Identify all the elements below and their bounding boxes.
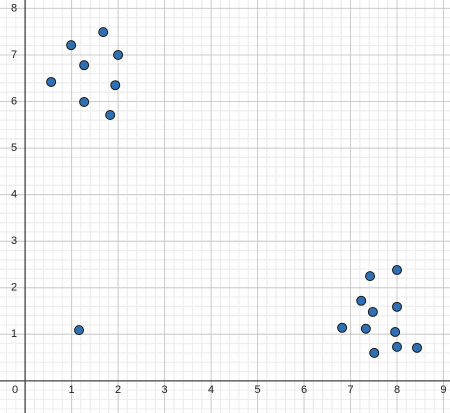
point — [367, 306, 378, 317]
point — [360, 323, 371, 334]
point — [392, 265, 403, 276]
point — [98, 27, 109, 38]
y-tick-label: 6 — [11, 95, 17, 107]
point — [74, 325, 85, 336]
point — [113, 49, 124, 60]
y-tick-label: 2 — [11, 282, 17, 294]
y-tick-label: 4 — [11, 189, 17, 201]
point — [105, 110, 116, 121]
x-tick-label: 1 — [69, 384, 75, 396]
point — [369, 347, 380, 358]
point — [79, 96, 90, 107]
point — [392, 341, 403, 352]
point — [110, 80, 121, 91]
y-tick-label: 8 — [11, 2, 17, 14]
point — [390, 326, 401, 337]
point — [46, 76, 57, 87]
point — [365, 271, 376, 282]
point — [337, 322, 348, 333]
x-tick-label: 3 — [162, 384, 168, 396]
y-tick-label: 3 — [11, 235, 17, 247]
x-tick-label: 7 — [347, 384, 353, 396]
x-tick-label: 8 — [394, 384, 400, 396]
point — [66, 40, 77, 51]
x-tick-label: 4 — [208, 384, 214, 396]
x-tick-label: 0 — [12, 384, 18, 396]
point — [356, 295, 367, 306]
x-tick-label: 9 — [440, 384, 446, 396]
x-tick-label: 6 — [301, 384, 307, 396]
point — [79, 60, 90, 71]
y-tick-label: 5 — [11, 142, 17, 154]
x-tick-label: 2 — [115, 384, 121, 396]
y-tick-label: 7 — [11, 49, 17, 61]
y-tick-label: 1 — [11, 328, 17, 340]
point — [392, 301, 403, 312]
point — [411, 342, 422, 353]
x-tick-label: 5 — [254, 384, 260, 396]
